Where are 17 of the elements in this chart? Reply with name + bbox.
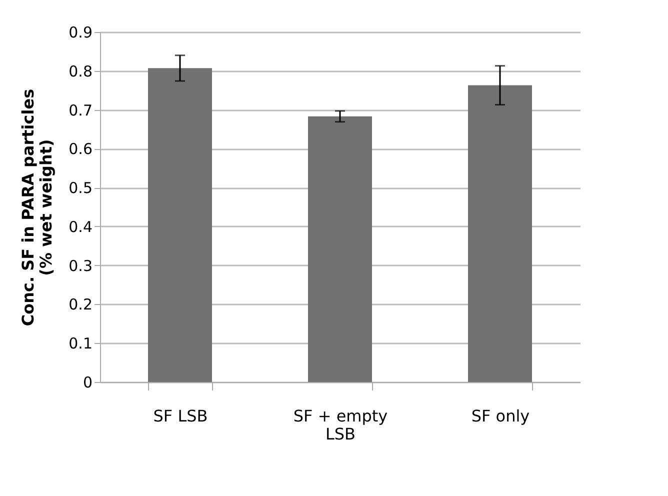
x-tick-label: SF only — [471, 406, 530, 426]
y-tick-label: 0.8 — [68, 62, 92, 80]
y-tick-label: 0.4 — [68, 218, 92, 236]
y-tick-label: 0.6 — [68, 140, 92, 158]
y-tick-label: 0 — [82, 374, 92, 392]
y-tick-label: 0.2 — [68, 296, 92, 314]
y-tick-label: 0.7 — [68, 101, 92, 120]
x-tick-label: SF + empty LSB — [293, 406, 388, 444]
bar — [148, 68, 212, 382]
bar — [308, 116, 372, 382]
y-tick-label: 0.9 — [68, 24, 92, 42]
bar — [468, 85, 532, 382]
y-axis-title: Conc. SF in PARA particles (% wet weight) — [18, 88, 56, 326]
y-tick-label: 0.1 — [68, 334, 92, 353]
x-tick-label: SF LSB — [153, 406, 208, 426]
y-tick-label: 0.3 — [68, 256, 92, 275]
y-tick-label: 0.5 — [68, 179, 92, 198]
